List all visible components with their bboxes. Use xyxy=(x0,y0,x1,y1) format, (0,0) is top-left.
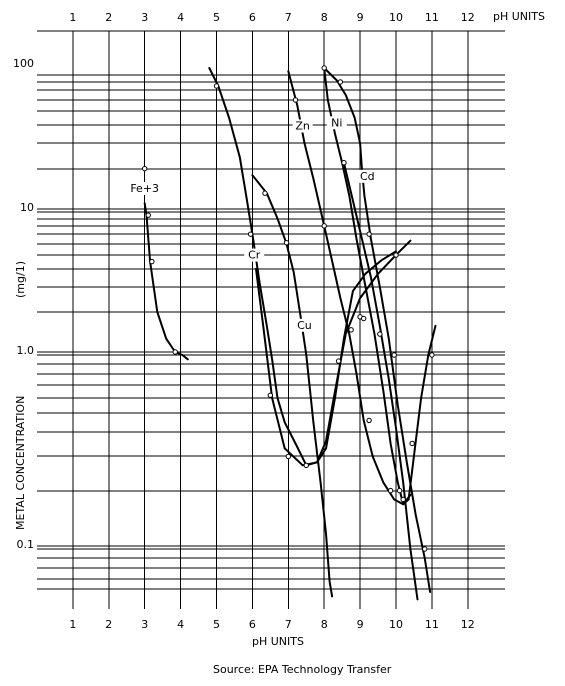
top-x-tick-label: 4 xyxy=(177,11,184,24)
series-label: Cd xyxy=(360,170,375,183)
bottom-x-tick-label: 6 xyxy=(249,618,256,631)
data-point xyxy=(337,79,344,85)
data-point xyxy=(303,462,309,469)
top-x-tick-label: 8 xyxy=(321,11,328,24)
data-point xyxy=(366,231,372,237)
top-x-tick-label: 11 xyxy=(425,11,439,24)
top-x-tick-label: 1 xyxy=(69,11,76,24)
series-label: Ni xyxy=(331,116,342,129)
series-label-bg xyxy=(292,119,313,133)
grid xyxy=(37,30,505,609)
data-point xyxy=(267,392,274,398)
series-label: Fe+3 xyxy=(130,182,159,195)
data-point xyxy=(149,258,155,265)
y-axis-unit: (mg/1) xyxy=(14,261,27,298)
data-point xyxy=(321,223,327,229)
data-point xyxy=(172,349,178,355)
top-x-tick-label: 12 xyxy=(461,11,475,24)
data-point xyxy=(387,487,394,494)
data-point xyxy=(366,417,372,424)
curves xyxy=(143,67,437,601)
bottom-x-axis-label: pH UNITS xyxy=(252,635,304,648)
y-tick-label: 1.0 xyxy=(17,344,35,357)
data-point xyxy=(393,252,399,258)
y-tick-label: 0.1 xyxy=(17,538,35,551)
top-x-tick-label: 9 xyxy=(357,11,364,24)
data-point xyxy=(145,212,151,218)
data-point xyxy=(247,231,254,237)
top-x-tick-label: 2 xyxy=(105,11,112,24)
series-labels: Fe+3 Cr Cu Zn Ni Cd xyxy=(127,116,378,332)
bottom-x-tick-label: 7 xyxy=(285,618,292,631)
curve-fe3 xyxy=(143,202,189,361)
bottom-x-tick-label: 2 xyxy=(105,618,112,631)
series-label: Zn xyxy=(295,120,310,133)
bottom-x-tick-label: 12 xyxy=(461,618,475,631)
top-x-tick-label: 5 xyxy=(213,11,220,24)
data-point xyxy=(335,358,342,364)
data-point xyxy=(283,239,290,246)
bottom-x-tick-label: 8 xyxy=(321,618,328,631)
data-point xyxy=(213,83,220,89)
data-point xyxy=(409,440,415,447)
y-axis-label: METAL CONCENTRATION xyxy=(14,396,27,530)
bottom-x-tick-label: 10 xyxy=(389,618,403,631)
curve-cu xyxy=(251,174,334,598)
data-point xyxy=(292,97,299,103)
curve-cd xyxy=(323,67,432,593)
series-label-bg xyxy=(326,116,347,130)
data-point xyxy=(396,487,403,494)
top-x-tick-label: 6 xyxy=(249,11,256,24)
data-point xyxy=(262,190,268,196)
curve-unlabeled-7 xyxy=(342,161,419,601)
data-point xyxy=(377,331,383,337)
bottom-x-tick-label: 11 xyxy=(425,618,439,631)
y-tick-label: 100 xyxy=(13,57,34,70)
top-x-tick-label: 3 xyxy=(141,11,148,24)
data-point xyxy=(321,65,327,71)
data-point xyxy=(360,315,367,322)
data-point xyxy=(348,327,354,333)
y-tick-label: 10 xyxy=(20,201,34,214)
curve-zn xyxy=(208,67,397,467)
data-point xyxy=(422,546,428,552)
top-x-axis-label: pH UNITS xyxy=(493,10,545,23)
top-x-tick-label: 7 xyxy=(285,11,292,24)
series-label-bg xyxy=(127,181,162,195)
data-point xyxy=(285,453,291,460)
data-point xyxy=(142,165,148,172)
bottom-x-tick-label: 9 xyxy=(357,618,364,631)
curve-unlabeled-6 xyxy=(323,67,437,506)
series-label: Cu xyxy=(297,319,312,332)
axis-ticks: 112233445566778899101011111212100101.00.… xyxy=(13,11,475,631)
series-label-bg xyxy=(244,248,265,262)
top-x-tick-label: 10 xyxy=(389,11,403,24)
curve-ni xyxy=(287,70,412,506)
data-point xyxy=(429,352,435,358)
data-markers xyxy=(142,65,435,552)
series-label-bg xyxy=(294,318,315,332)
source-note: Source: EPA Technology Transfer xyxy=(213,663,392,676)
bottom-x-tick-label: 1 xyxy=(69,618,76,631)
data-point xyxy=(341,159,347,166)
bottom-x-tick-label: 3 xyxy=(141,618,148,631)
data-point xyxy=(391,352,397,358)
data-point xyxy=(400,496,406,503)
bottom-x-tick-label: 5 xyxy=(213,618,220,631)
bottom-x-tick-label: 4 xyxy=(177,618,184,631)
series-label: Cr xyxy=(248,249,261,262)
series-label-bg xyxy=(357,169,378,183)
